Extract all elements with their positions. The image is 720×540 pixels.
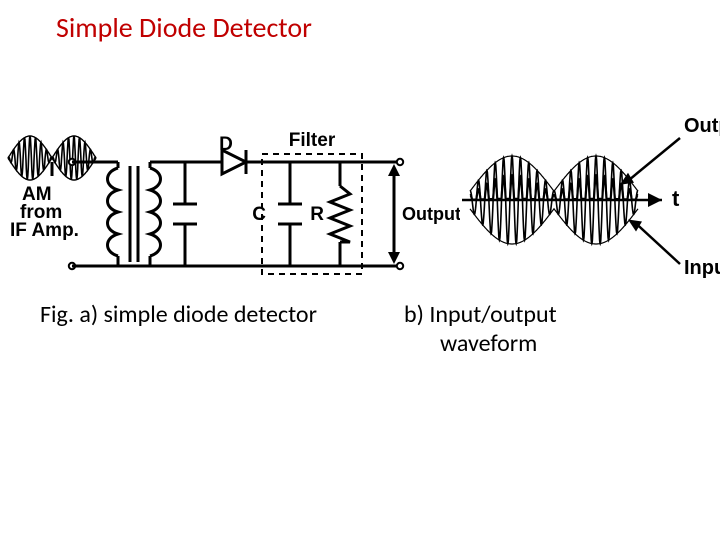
caption-b-line2: waveform xyxy=(440,329,537,358)
svg-text:t: t xyxy=(672,186,680,211)
caption-b: b) Input/output waveform xyxy=(404,300,557,358)
waveform-diagram: t Output Input xyxy=(0,30,720,290)
svg-text:Input: Input xyxy=(684,257,720,279)
caption-b-line1: b) Input/output xyxy=(404,300,557,329)
caption-a: Fig. a) simple diode detector xyxy=(40,300,317,329)
svg-text:Output: Output xyxy=(684,115,720,137)
